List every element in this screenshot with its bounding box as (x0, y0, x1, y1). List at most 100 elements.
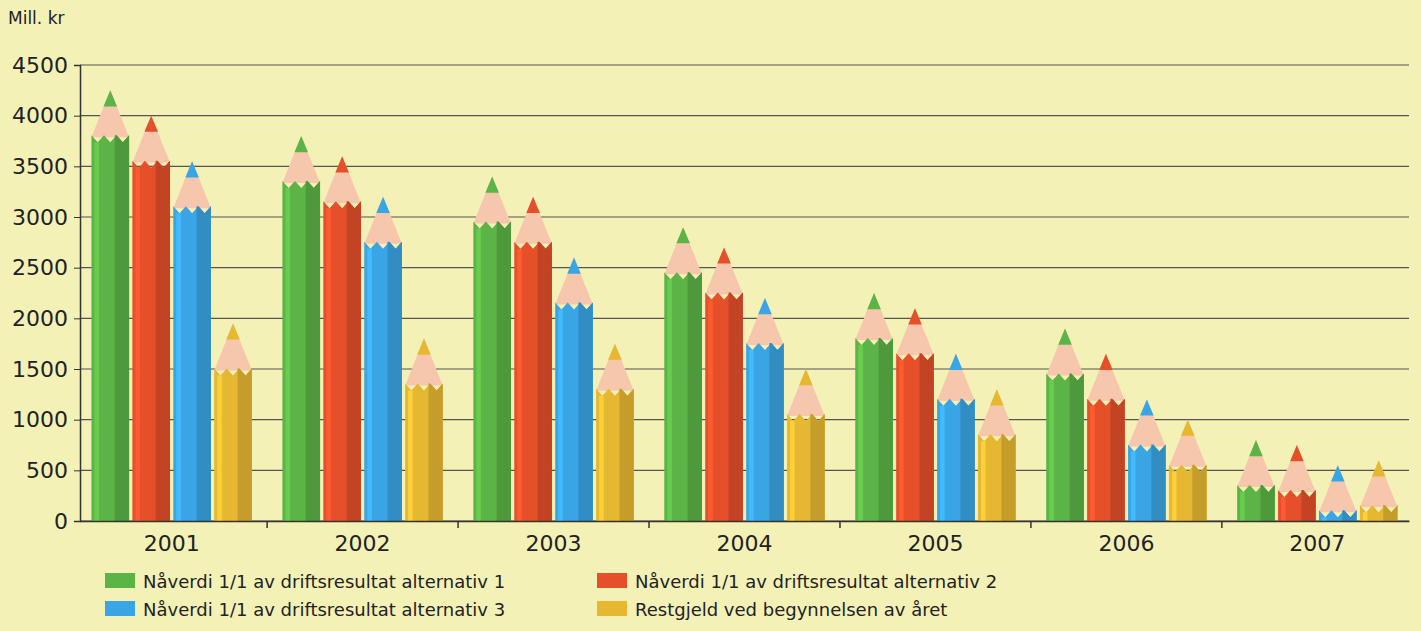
pencil-wood (91, 90, 129, 137)
pencil-body (282, 181, 320, 521)
pencil-highlight (1281, 497, 1286, 521)
y-tick-mark (74, 217, 80, 218)
pencil (978, 389, 1016, 521)
legend-item: Nåverdi 1/1 av driftsresultat alternativ… (105, 571, 505, 592)
pencil (746, 298, 784, 521)
pencil-highlight (1049, 380, 1054, 521)
pencil-body (1319, 510, 1357, 521)
x-tick: 2006 (1098, 521, 1154, 556)
pencil-tip (526, 197, 540, 213)
pencil-wood (978, 389, 1016, 436)
legend-item: Nåverdi 1/1 av driftsresultat alternativ… (597, 571, 997, 592)
pencil-body (91, 135, 129, 521)
pencil (1278, 445, 1316, 521)
x-axis-line (81, 521, 1410, 523)
pencil-tip (335, 156, 349, 172)
pencil-wood (473, 176, 511, 223)
y-tick-label: 4500 (12, 53, 68, 78)
pencil (1360, 460, 1398, 521)
pencil-tip (144, 116, 158, 132)
y-tick-mark (74, 65, 80, 66)
pencil-shade (688, 272, 702, 521)
pencil-tip (104, 90, 118, 106)
pencil-tip (567, 258, 581, 274)
pencil (1319, 465, 1357, 521)
legend-label: Nåverdi 1/1 av driftsresultat alternativ… (143, 571, 505, 592)
y-tick-mark (74, 521, 80, 522)
pencil-shade (1151, 444, 1165, 521)
pencil-shade (1383, 505, 1397, 521)
pencil-highlight (1131, 451, 1136, 521)
pencil-highlight (667, 279, 672, 521)
x-tick-label: 2004 (717, 531, 773, 556)
pencil-shade (538, 242, 552, 521)
pencil-tip (226, 323, 240, 339)
pencil (705, 247, 743, 521)
pencil-body (705, 292, 743, 521)
pencil-shade (960, 399, 974, 521)
y-tick-label: 500 (26, 458, 68, 483)
pencil (173, 161, 211, 521)
legend-swatch (597, 573, 627, 588)
pencil (1087, 354, 1125, 521)
pencil-body (132, 161, 170, 521)
pencil-wood (596, 344, 634, 391)
pencil (555, 258, 593, 521)
pencil (323, 156, 361, 521)
pencil-highlight (517, 249, 522, 521)
pencil-shade (769, 343, 783, 521)
pencil-tip (1099, 354, 1113, 370)
x-tick: 2007 (1289, 521, 1345, 556)
legend-swatch (105, 601, 135, 616)
pencil (896, 308, 934, 521)
pencil-body (514, 242, 552, 521)
pencil-shade (1301, 490, 1315, 521)
grid-line (80, 216, 1409, 217)
pencil (132, 116, 170, 521)
x-tick-label: 2007 (1289, 531, 1345, 556)
pencil-highlight (1172, 472, 1177, 521)
pencil-shade (1110, 399, 1124, 521)
y-tick: 4000 (12, 103, 80, 128)
pencil-shade (197, 206, 211, 521)
pencil-tip (799, 369, 813, 385)
pencil-shade (879, 338, 893, 521)
pencil (937, 354, 975, 521)
y-axis: 050010001500200025003000350040004500 (12, 53, 81, 534)
pencil-wood (555, 258, 593, 305)
pencil (855, 293, 893, 521)
pencil-shade (238, 368, 252, 521)
y-tick-label: 0 (54, 509, 68, 534)
pencil-body (855, 338, 893, 521)
y-tick-label: 2500 (12, 255, 68, 280)
pencil-body (896, 353, 934, 521)
pencil-highlight (367, 249, 372, 521)
chart: 0500100015002000250030003500400045002001… (0, 0, 1421, 631)
pencil-wood (405, 339, 443, 386)
y-tick: 3500 (12, 154, 80, 179)
pencil-body (937, 399, 975, 521)
pencil-wood (323, 156, 361, 203)
y-tick-mark (74, 369, 80, 370)
pencil-shade (1070, 373, 1084, 521)
pencil-body (1046, 373, 1084, 521)
legend-label: Restgjeld ved begynnelsen av året (635, 599, 947, 620)
series (214, 323, 1397, 521)
x-tick: 2001 (144, 521, 200, 556)
y-axis-title: Mill. kr (8, 8, 64, 28)
pencil-wood (1278, 445, 1316, 492)
pencil (596, 344, 634, 521)
pencil-wood (364, 197, 402, 244)
y-tick: 2500 (12, 255, 80, 280)
pencil-wood (896, 308, 934, 355)
group-separator (839, 521, 841, 528)
pencil-body (473, 221, 511, 521)
pencil-tip (1290, 445, 1304, 461)
group-separator (1030, 521, 1032, 528)
pencil-wood (787, 369, 825, 416)
y-tick: 500 (26, 458, 80, 483)
pencil-wood (1237, 440, 1275, 487)
pencil-tip (1140, 399, 1154, 415)
pencil-highlight (1090, 406, 1095, 521)
pencil-wood (132, 116, 170, 163)
